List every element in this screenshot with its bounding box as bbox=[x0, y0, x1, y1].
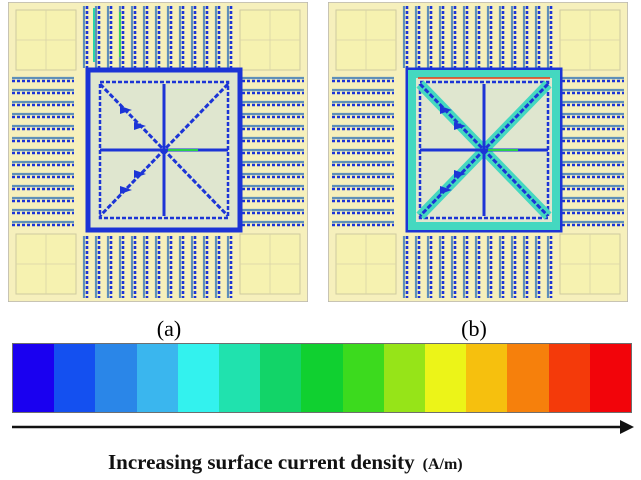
strip-lines bbox=[12, 6, 304, 298]
color-swatch-14 bbox=[548, 344, 590, 412]
central-patch bbox=[405, 67, 563, 233]
panel-b-current-distribution bbox=[328, 2, 628, 302]
corner-pad bbox=[239, 233, 301, 295]
axis-label-unit: (A/m) bbox=[422, 456, 463, 473]
color-swatch-9 bbox=[342, 344, 384, 412]
color-swatch-5 bbox=[177, 344, 220, 412]
caption-b: (b) bbox=[461, 316, 487, 341]
color-swatch-3 bbox=[95, 344, 137, 412]
corner-pad bbox=[15, 233, 77, 295]
current-arrows bbox=[440, 106, 466, 194]
color-swatch-12 bbox=[466, 344, 508, 412]
color-swatch-8 bbox=[301, 344, 343, 412]
color-scale-bar bbox=[12, 343, 632, 413]
color-swatch-15 bbox=[589, 344, 632, 412]
corner-pad bbox=[559, 9, 621, 71]
corner-pad bbox=[239, 9, 301, 71]
panel-a-current-distribution bbox=[8, 2, 308, 302]
axis-label-text: Increasing surface current density bbox=[108, 450, 415, 474]
corner-pad bbox=[559, 233, 621, 295]
current-arrows bbox=[120, 106, 146, 194]
caption-a: (a) bbox=[156, 316, 182, 341]
axis-label: Increasing surface current density (A/m) bbox=[108, 450, 463, 475]
color-swatch-6 bbox=[219, 344, 261, 412]
color-swatch-10 bbox=[383, 344, 426, 412]
corner-pad bbox=[335, 233, 397, 295]
color-swatch-11 bbox=[425, 344, 467, 412]
color-swatch-7 bbox=[260, 344, 302, 412]
central-patch bbox=[85, 67, 243, 233]
strip-lines bbox=[332, 6, 624, 298]
color-swatch-4 bbox=[136, 344, 178, 412]
color-swatch-1 bbox=[13, 344, 55, 412]
corner-pad bbox=[335, 9, 397, 71]
color-swatch-13 bbox=[507, 344, 549, 412]
color-swatch-2 bbox=[54, 344, 96, 412]
corner-pad bbox=[15, 9, 77, 71]
increasing-arrow bbox=[12, 420, 634, 434]
